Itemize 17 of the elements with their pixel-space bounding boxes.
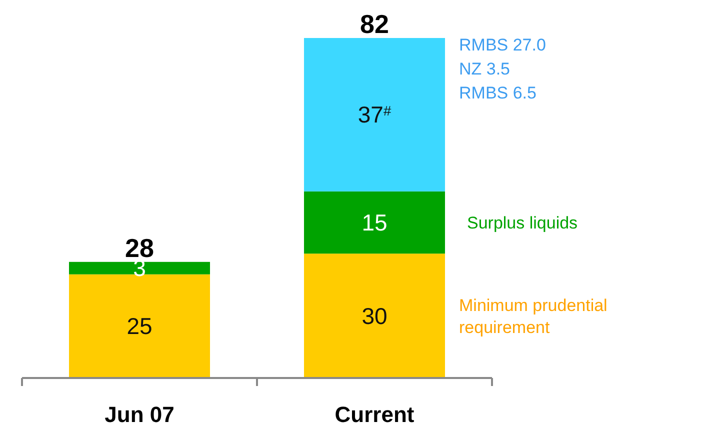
- bar: [304, 38, 445, 192]
- data-label: 30: [362, 302, 388, 329]
- annotation: NZ 3.5: [459, 60, 510, 79]
- x-tick-label: Jun 07: [104, 402, 174, 427]
- series-label: Surplus liquids: [467, 214, 578, 233]
- annotation: RMBS 6.5: [459, 84, 536, 103]
- bar: [69, 262, 210, 274]
- total-label: 28: [125, 232, 154, 263]
- data-label: 25: [126, 313, 152, 340]
- series-label: Minimum prudential requirement: [459, 296, 608, 337]
- bar: [304, 191, 445, 254]
- data-label: 15: [362, 210, 388, 236]
- annotation: RMBS 27.0: [459, 36, 546, 55]
- total-label: 82: [360, 9, 389, 39]
- bar: [304, 254, 445, 378]
- data-label: 37$^{#}$: [358, 102, 392, 128]
- x-tick-label: Current: [334, 402, 415, 427]
